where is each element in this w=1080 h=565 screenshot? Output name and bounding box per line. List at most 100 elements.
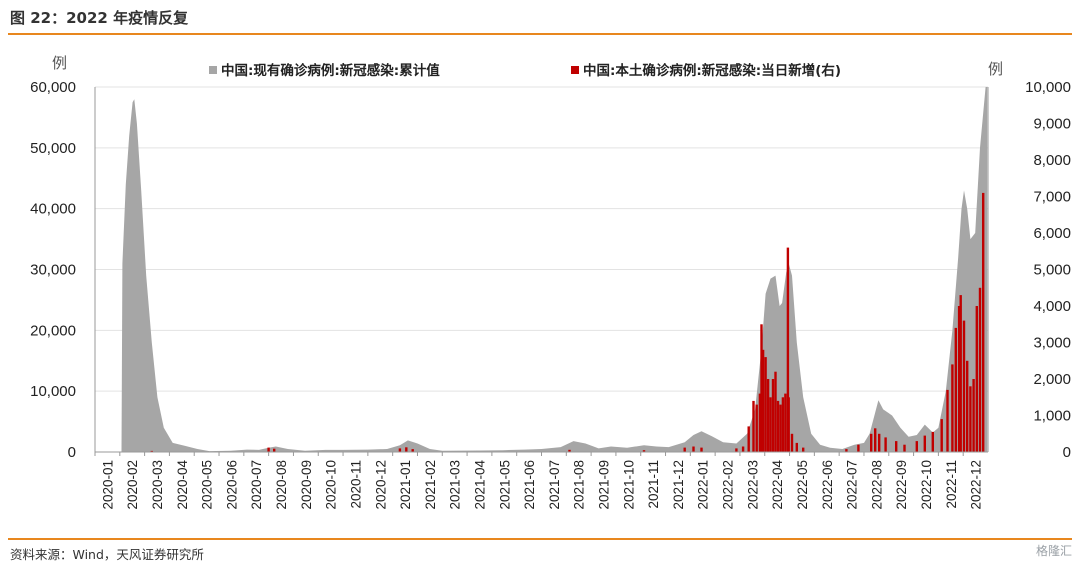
- x-tick-label: 2022-11: [944, 460, 959, 509]
- bar-daily-new-local: [761, 349, 765, 452]
- y-left-tick-label: 30,000: [30, 262, 76, 279]
- bar-daily-new-local: [895, 441, 898, 452]
- x-tick-label: 2020-08: [274, 460, 289, 510]
- x-tick-label: 2021-03: [448, 460, 463, 510]
- right-axis-unit: 例: [988, 60, 1003, 78]
- bar-daily-new-local: [766, 379, 770, 452]
- x-tick-label: 2020-07: [249, 460, 264, 510]
- x-tick-label: 2022-04: [770, 460, 785, 510]
- bar-daily-new-local: [874, 428, 877, 452]
- x-tick-label: 2022-03: [745, 460, 760, 510]
- chart: 例 例 中国:现有确诊病例:新冠感染:累计值 中国:本土确诊病例:新冠感染:当日…: [30, 54, 1071, 510]
- bar-daily-new-local: [683, 447, 686, 452]
- bar-daily-new-local: [954, 327, 957, 452]
- y-left-tick-label: 50,000: [30, 140, 76, 157]
- bar-daily-new-local: [700, 447, 703, 452]
- x-tick-label: 2021-01: [398, 460, 413, 510]
- x-tick-label: 2021-02: [423, 460, 438, 510]
- bar-daily-new-local: [774, 371, 777, 452]
- legend-label-red: 中国:本土确诊病例:新冠感染:当日新增(右): [583, 62, 841, 79]
- x-tick-label: 2020-09: [299, 460, 314, 510]
- bar-daily-new-local: [870, 433, 873, 453]
- bar-daily-new-local: [966, 360, 969, 453]
- area-existing-cases: [110, 87, 988, 452]
- bar-daily-new-local: [771, 379, 775, 452]
- bar-daily-new-local: [857, 444, 860, 452]
- bar-daily-new-local: [957, 306, 961, 452]
- bar-daily-new-local: [150, 450, 153, 452]
- x-tick-label: 2020-10: [324, 460, 339, 510]
- bar-daily-new-local: [764, 357, 767, 452]
- gridlines: [95, 86, 988, 392]
- bar-daily-new-local: [692, 446, 695, 452]
- y-right-tick-label: 4,000: [1033, 298, 1071, 315]
- y-left-tick-label: 60,000: [30, 79, 76, 96]
- x-tick-label: 2022-10: [919, 460, 934, 510]
- y-right-tick-label: 9,000: [1033, 116, 1071, 133]
- bar-daily-new-local: [760, 324, 763, 453]
- bar-daily-new-local: [779, 404, 782, 452]
- bar-daily-new-local: [982, 192, 985, 452]
- bar-daily-new-local: [845, 449, 848, 452]
- bar-daily-new-local: [758, 393, 762, 452]
- y-right-tick-label: 3,000: [1033, 335, 1071, 352]
- x-tick-label: 2021-10: [621, 460, 636, 510]
- x-tick-label: 2020-05: [200, 460, 215, 510]
- x-tick-label: 2021-11: [646, 460, 661, 509]
- x-axis: 2020-01 2020-02 2020-03 2020-04 2020-05 2020-…: [94, 451, 988, 510]
- bar-daily-new-local: [940, 419, 943, 452]
- bar-daily-new-local: [787, 397, 790, 453]
- x-tick-label: 2020-06: [224, 460, 239, 510]
- bar-daily-new-local: [884, 437, 887, 452]
- x-tick-label: 2020-04: [175, 460, 190, 510]
- bar-daily-new-local: [769, 397, 772, 453]
- y-axis-right: 0 1,000 2,000 3,000 4,000 5,000 6,000 7,000 8,00…: [987, 79, 1071, 461]
- bar-daily-new-local: [398, 448, 402, 452]
- bar-daily-new-local: [267, 447, 270, 452]
- bar-daily-new-local: [975, 306, 978, 452]
- bar-daily-new-local: [405, 447, 408, 452]
- bar-daily-new-local: [786, 247, 790, 452]
- x-tick-label: 2021-04: [472, 460, 487, 510]
- x-tick-label: 2022-12: [969, 460, 984, 510]
- x-tick-label: 2021-05: [497, 460, 512, 510]
- bar-daily-new-local: [951, 364, 954, 452]
- y-left-tick-label: 40,000: [30, 201, 76, 218]
- bar-daily-new-local: [568, 449, 571, 452]
- x-tick-label: 2022-02: [721, 460, 736, 510]
- x-tick-label: 2022-01: [696, 460, 711, 510]
- bar-daily-new-local: [752, 400, 755, 452]
- bar-daily-new-local: [795, 442, 798, 452]
- bar-daily-new-local: [878, 433, 881, 453]
- bar-daily-new-local: [931, 431, 934, 452]
- x-tick-label: 2021-06: [522, 460, 537, 510]
- y-right-tick-label: 6,000: [1033, 225, 1071, 242]
- bar-daily-new-local: [747, 426, 750, 452]
- bar-daily-new-local: [790, 433, 794, 453]
- y-right-tick-label: 10,000: [1025, 79, 1071, 96]
- x-tick-label: 2021-07: [547, 460, 562, 510]
- y-left-tick-label: 10,000: [30, 383, 76, 400]
- series-gray-area: [110, 87, 988, 452]
- x-tick-label: 2022-09: [894, 460, 909, 510]
- x-tick-label: 2020-11: [348, 460, 363, 509]
- bar-daily-new-local: [781, 397, 785, 453]
- legend-label-gray: 中国:现有确诊病例:新冠感染:累计值: [221, 62, 440, 79]
- y-right-tick-label: 8,000: [1033, 152, 1071, 169]
- bar-daily-new-local: [959, 295, 962, 452]
- x-tick-label: 2022-07: [845, 460, 860, 510]
- x-tick-label: 2021-12: [671, 460, 686, 510]
- bar-daily-new-local: [784, 393, 787, 452]
- bar-daily-new-local: [735, 448, 738, 452]
- x-tick-label: 2020-02: [125, 460, 140, 510]
- bar-daily-new-local: [903, 444, 906, 452]
- bar-daily-new-local: [741, 446, 745, 452]
- legend: 中国:现有确诊病例:新冠感染:累计值 中国:本土确诊病例:新冠感染:当日新增(右…: [209, 62, 841, 79]
- bar-daily-new-local: [969, 386, 972, 452]
- bar-daily-new-local: [978, 287, 982, 453]
- x-tick-label: 2022-05: [795, 460, 810, 510]
- x-tick-label: 2020-12: [373, 460, 388, 510]
- bar-daily-new-local: [776, 400, 780, 452]
- x-tick-label: 2020-01: [100, 460, 115, 510]
- y-right-tick-label: 0: [1063, 444, 1071, 461]
